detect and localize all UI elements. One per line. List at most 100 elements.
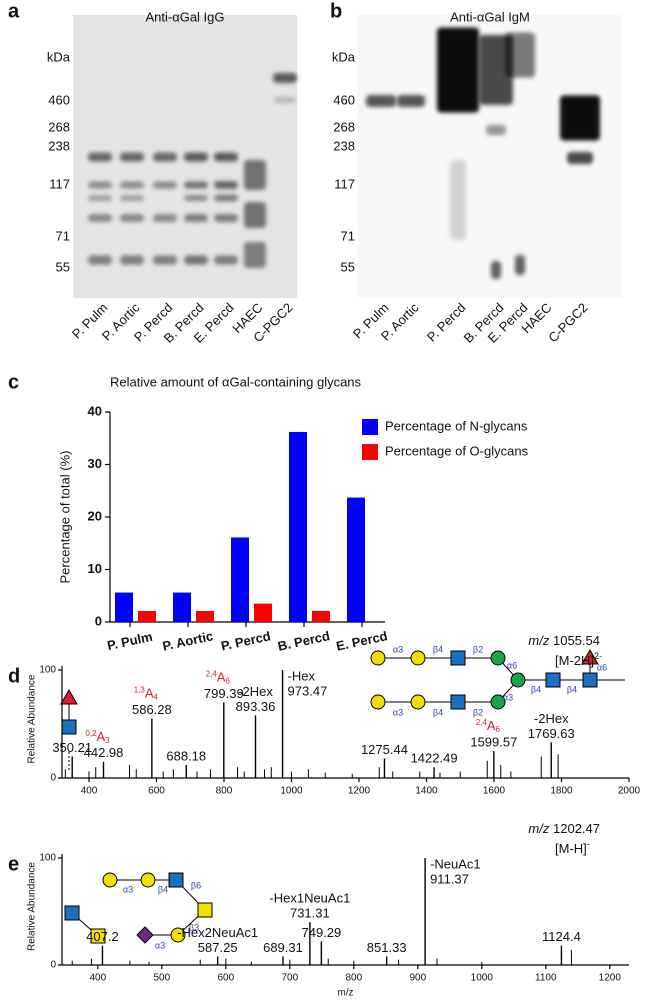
x-tick-label: 1200	[599, 973, 622, 984]
blot-band	[184, 152, 208, 162]
panel-letter: d	[8, 665, 20, 687]
fragment-sub: 6	[496, 725, 501, 734]
peak-label: 851.33	[367, 940, 407, 955]
blot-band	[214, 214, 238, 222]
ion-label: [M-H]-	[555, 839, 590, 856]
bar	[138, 610, 156, 622]
peak-label: 893.36	[236, 699, 276, 714]
peak-label: 973.47	[288, 683, 328, 698]
bar	[289, 431, 307, 622]
glycan-fragment-d	[60, 688, 78, 770]
chart-title: Relative amount of αGal-containing glyca…	[110, 374, 362, 389]
y-axis-title: Percentage of total (%)	[57, 451, 72, 584]
fragment-sup: 0,2	[85, 729, 97, 738]
blot-band	[184, 181, 208, 189]
bar	[173, 592, 191, 622]
precursor-mz: 1055.54	[553, 633, 600, 648]
peak-label: 731.31	[290, 906, 330, 921]
linkage-label: α3	[123, 884, 133, 894]
x-tick-label: 1000	[471, 973, 494, 984]
peak-label: 749.29	[301, 925, 341, 940]
peak-label: 1422.49	[411, 751, 458, 766]
bar	[115, 592, 133, 622]
blot-band	[505, 32, 535, 78]
linkage-label: β4	[433, 644, 443, 654]
y-tick-label: 0	[50, 773, 56, 784]
peak-label: 689.31	[263, 940, 303, 955]
blot-band	[214, 194, 238, 202]
blot-band	[153, 214, 177, 222]
peak-note: -2Hex	[238, 684, 273, 699]
blot-band	[153, 181, 177, 189]
linkage-label: α3	[393, 644, 403, 654]
blot-band	[214, 152, 238, 162]
lane-label: C-PGC2	[545, 300, 590, 345]
legend-swatch	[362, 444, 378, 460]
ion: [M-2H]	[555, 653, 594, 668]
bar	[231, 537, 249, 622]
ion-label: [M-2H]2-	[555, 651, 602, 668]
x-tick-label: 1600	[483, 786, 506, 797]
y-tick-label: 100	[39, 665, 56, 676]
fragment-sub: 6	[225, 677, 230, 686]
linkage-label: α6	[507, 660, 517, 670]
y-tick-label: 0	[95, 613, 102, 628]
blot-band	[214, 255, 238, 265]
marker-label: 460	[48, 92, 70, 107]
fragment-sub: 3	[105, 736, 110, 745]
x-tick-label: 600	[217, 973, 234, 984]
blot-band	[244, 202, 266, 228]
bar	[196, 610, 214, 622]
blot-band	[120, 195, 144, 201]
marker-label: 55	[56, 259, 70, 274]
blot-band	[88, 181, 112, 189]
blot-band	[120, 152, 144, 162]
peak-note: -2Hex	[534, 711, 569, 726]
blot-band	[397, 95, 425, 107]
peak-label: 1275.44	[361, 742, 408, 757]
fragment-main: A	[487, 718, 496, 733]
panel-letter: e	[8, 853, 19, 875]
bar	[312, 610, 330, 622]
peak-note: -Hex	[288, 668, 316, 683]
blot-band	[486, 125, 506, 135]
blot-title: Anti-αGal IgG	[145, 9, 224, 24]
blot-band	[153, 152, 177, 162]
y-axis-title: Relative Abundance	[27, 862, 38, 951]
y-tick-label: 0	[50, 960, 56, 971]
peak-label: 911.37	[430, 871, 469, 886]
blot-band	[184, 195, 208, 201]
y-tick-label: 40	[88, 403, 102, 418]
blot-band	[567, 152, 593, 164]
y-tick-label: 20	[88, 508, 102, 523]
peak-label: 442.98	[84, 745, 124, 760]
glycan-structure-e	[64, 872, 213, 944]
peak-note: -Hex1NeuAc1	[269, 891, 350, 906]
fragment-sup: 1,3	[134, 686, 146, 695]
blot-band	[88, 195, 112, 201]
bar	[347, 497, 365, 622]
ion: [M-H]	[555, 841, 587, 856]
peak-label: 1124.4	[542, 929, 581, 944]
peak-label: 688.18	[166, 748, 206, 763]
blot-band	[273, 73, 297, 83]
marker-label: 238	[48, 138, 70, 153]
fragment-label: 1,3A4	[134, 686, 159, 702]
x-tick-label: P. Aortic	[161, 628, 214, 653]
blot-band	[274, 97, 296, 103]
y-tick-label: 10	[88, 561, 102, 576]
lane-label: P. Percd	[424, 300, 469, 345]
y-tick-label: 30	[88, 456, 102, 471]
x-tick-label: 900	[409, 973, 426, 984]
x-axis-title: m/z	[337, 988, 353, 999]
fragment-label: 2,4A6	[206, 670, 231, 686]
blot-band	[491, 261, 501, 279]
linkage-label: α3	[393, 707, 403, 717]
fragment-sup: 2,4	[206, 670, 218, 679]
ion-charge: -	[587, 839, 590, 849]
linkage-label: β4	[158, 884, 168, 894]
blot-band	[184, 214, 208, 222]
unit-label: kDa	[47, 49, 71, 64]
fragment-label: 2,4A6	[476, 718, 501, 734]
